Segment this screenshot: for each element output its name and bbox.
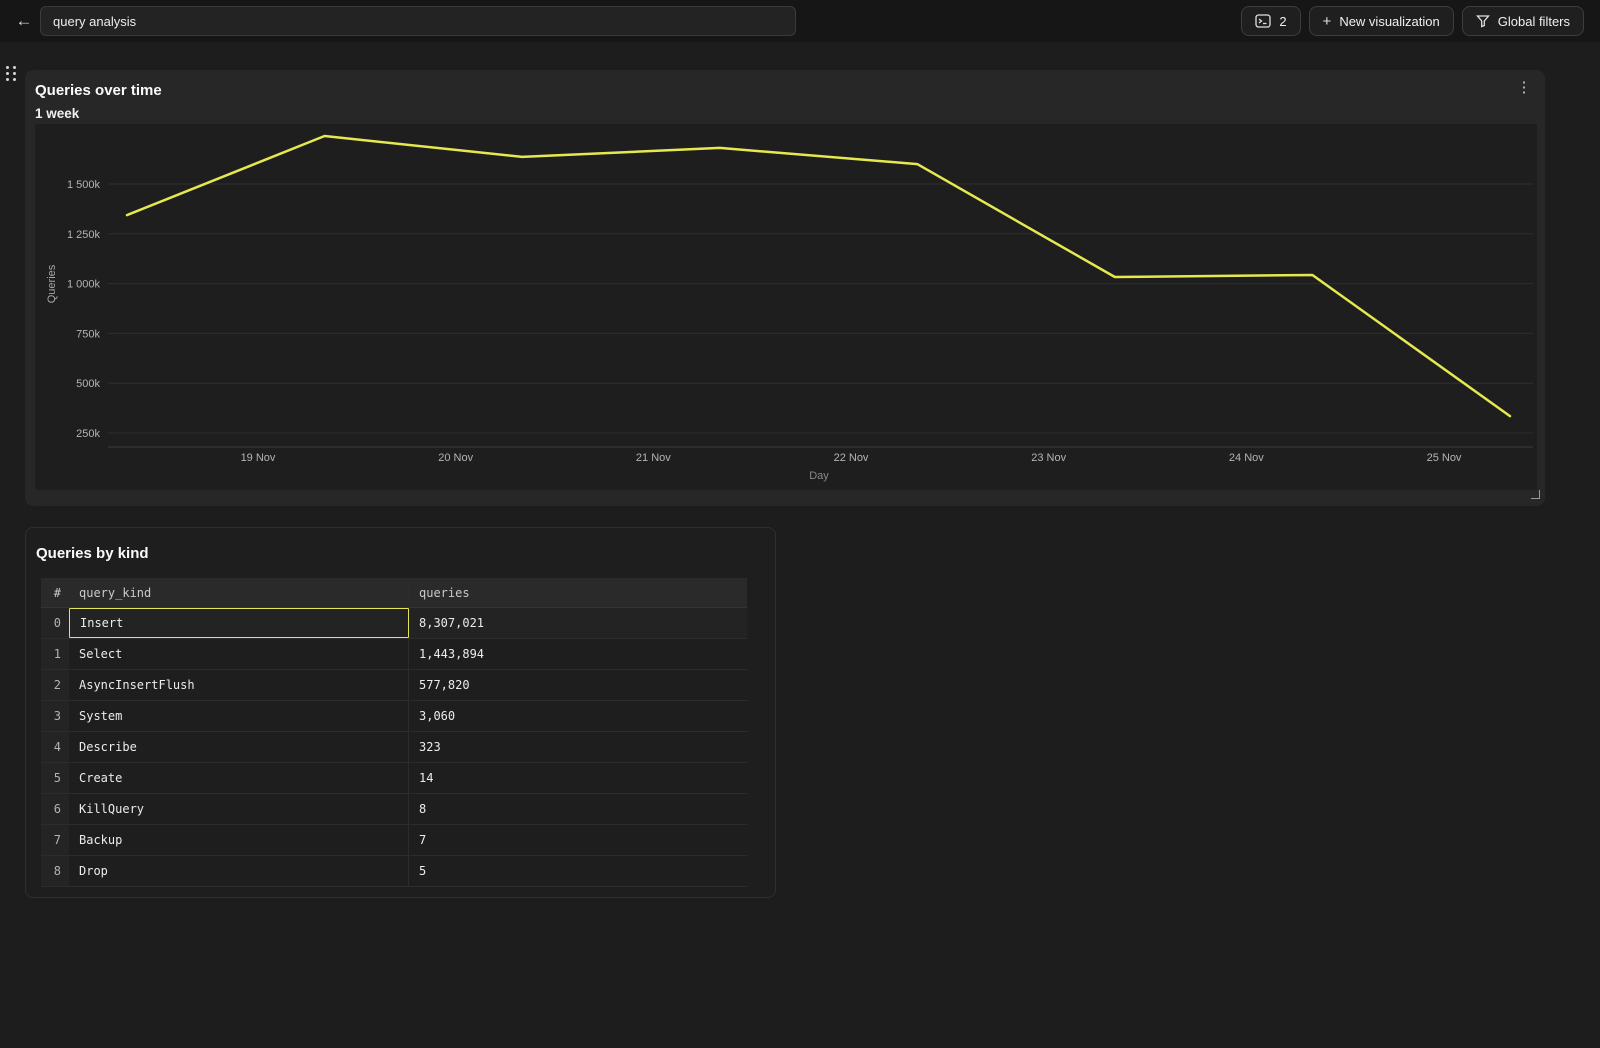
table-row: 6KillQuery8	[41, 794, 747, 825]
chart-title: Queries over time	[35, 82, 162, 99]
queries-count-cell[interactable]: 323	[409, 732, 747, 762]
row-index-cell: 0	[41, 608, 69, 638]
query-kind-cell[interactable]: KillQuery	[69, 794, 409, 824]
console-count-label: 2	[1279, 14, 1286, 29]
query-kind-table: #query_kindqueries0Insert8,307,0211Selec…	[41, 578, 747, 887]
kebab-menu-icon[interactable]: ⋮	[1515, 78, 1533, 98]
table-title: Queries by kind	[36, 545, 149, 562]
queries-count-cell[interactable]: 8	[409, 794, 747, 824]
row-index-cell: 1	[41, 639, 69, 669]
x-tick-label: 25 Nov	[1427, 452, 1462, 464]
row-index-cell: 8	[41, 856, 69, 886]
query-kind-cell[interactable]: AsyncInsertFlush	[69, 670, 409, 700]
query-kind-cell[interactable]: Create	[69, 763, 409, 793]
x-tick-label: 21 Nov	[636, 452, 671, 464]
y-tick-label: 1 250k	[67, 229, 101, 241]
queries-count-cell[interactable]: 8,307,021	[409, 608, 747, 638]
query-kind-cell[interactable]: Describe	[69, 732, 409, 762]
x-tick-label: 24 Nov	[1229, 452, 1264, 464]
table-row: 4Describe323	[41, 732, 747, 763]
funnel-icon	[1476, 14, 1490, 28]
queries-line-chart[interactable]: 1 500k 1 250k 1 000k 750k 500k 250k Queries 19 …	[35, 124, 1537, 490]
top-bar: ← 2 + New visualization Global filter	[0, 0, 1600, 42]
y-tick-label: 500k	[76, 378, 100, 390]
chart-subtitle: 1 week	[35, 106, 79, 121]
queries-count-cell[interactable]: 1,443,894	[409, 639, 747, 669]
column-header-queries: queries	[409, 578, 747, 607]
table-row: 5Create14	[41, 763, 747, 794]
x-tick-label: 20 Nov	[438, 452, 473, 464]
series-line-queries	[127, 136, 1510, 416]
back-arrow-icon[interactable]: ←	[12, 9, 36, 33]
x-tick-label: 22 Nov	[834, 452, 869, 464]
new-visualization-label: New visualization	[1339, 14, 1439, 29]
global-filters-button[interactable]: Global filters	[1462, 6, 1584, 36]
row-index-cell: 4	[41, 732, 69, 762]
queries-count-cell[interactable]: 14	[409, 763, 747, 793]
row-index-cell: 5	[41, 763, 69, 793]
table-row: 1Select1,443,894	[41, 639, 747, 670]
row-index-cell: 2	[41, 670, 69, 700]
table-header-row: #query_kindqueries	[41, 578, 747, 608]
queries-count-cell[interactable]: 3,060	[409, 701, 747, 731]
column-header-query_kind: query_kind	[69, 578, 409, 607]
query-kind-cell[interactable]: Drop	[69, 856, 409, 886]
table-row: 0Insert8,307,021	[41, 608, 747, 639]
card-resize-handle[interactable]	[1531, 490, 1540, 499]
line-chart-plot-area[interactable]: 1 500k 1 250k 1 000k 750k 500k 250k Queries 19 …	[35, 124, 1537, 490]
x-axis-title: Day	[809, 470, 829, 482]
table-row: 3System3,060	[41, 701, 747, 732]
queries-count-cell[interactable]: 7	[409, 825, 747, 855]
table-row: 8Drop5	[41, 856, 747, 887]
global-filters-label: Global filters	[1498, 14, 1570, 29]
y-tick-label: 1 000k	[67, 279, 101, 291]
card-drag-handle-icon[interactable]	[6, 66, 20, 86]
query-kind-cell[interactable]: Select	[69, 639, 409, 669]
console-count-button[interactable]: 2	[1241, 6, 1300, 36]
terminal-icon	[1255, 14, 1271, 28]
y-axis-title: Queries	[46, 264, 58, 303]
new-visualization-button[interactable]: + New visualization	[1309, 6, 1454, 36]
dashboard-title-input[interactable]	[40, 6, 796, 36]
column-header-index: #	[41, 578, 69, 607]
x-tick-label: 19 Nov	[241, 452, 276, 464]
row-index-cell: 7	[41, 825, 69, 855]
queries-count-cell[interactable]: 5	[409, 856, 747, 886]
y-tick-label: 750k	[76, 328, 100, 340]
queries-by-kind-card: Queries by kind #query_kindqueries0Inser…	[25, 527, 776, 898]
row-index-cell: 3	[41, 701, 69, 731]
plus-icon: +	[1323, 13, 1332, 30]
y-tick-label: 1 500k	[67, 179, 101, 191]
query-kind-cell[interactable]: System	[69, 701, 409, 731]
query-kind-cell[interactable]: Backup	[69, 825, 409, 855]
queries-count-cell[interactable]: 577,820	[409, 670, 747, 700]
topbar-actions: 2 + New visualization Global filters	[1241, 6, 1584, 36]
table-row: 2AsyncInsertFlush577,820	[41, 670, 747, 701]
query-kind-cell[interactable]: Insert	[69, 608, 409, 638]
y-tick-label: 250k	[76, 428, 100, 440]
table-row: 7Backup7	[41, 825, 747, 856]
queries-over-time-card: Queries over time 1 week ⋮ 1 500k1 250k1…	[25, 70, 1545, 506]
row-index-cell: 6	[41, 794, 69, 824]
x-tick-label: 23 Nov	[1031, 452, 1066, 464]
